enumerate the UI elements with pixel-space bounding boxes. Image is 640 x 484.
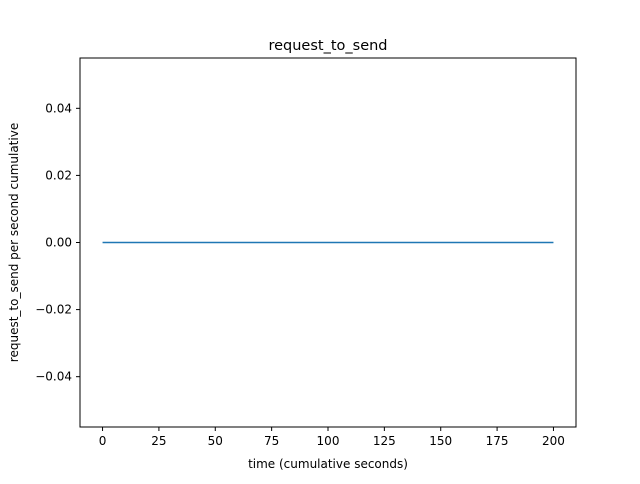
y-tick-label: 0.02 (45, 168, 72, 182)
x-tick-label: 0 (99, 434, 107, 448)
x-tick-label: 50 (208, 434, 223, 448)
y-tick-label: −0.04 (35, 370, 72, 384)
plot-frame (79, 57, 577, 428)
y-axis-label: request_to_send per second cumulative (7, 123, 21, 362)
chart-title: request_to_send (268, 38, 387, 54)
x-tick-label: 175 (486, 434, 509, 448)
x-tick-label: 100 (317, 434, 340, 448)
y-axis: −0.04 −0.02 0.00 0.02 0.04 (35, 101, 80, 384)
x-tick-label: 200 (542, 434, 565, 448)
x-tick-label: 25 (151, 434, 166, 448)
x-axis-label: time (cumulative seconds) (248, 457, 408, 471)
y-tick-label: 0.00 (45, 236, 72, 250)
x-tick-label: 125 (373, 434, 396, 448)
x-tick-label: 75 (264, 434, 279, 448)
y-tick-label: 0.04 (45, 101, 72, 115)
x-axis: 0 25 50 75 100 125 150 175 200 (99, 427, 565, 448)
x-tick-label: 150 (429, 434, 452, 448)
y-tick-label: −0.02 (35, 303, 72, 317)
